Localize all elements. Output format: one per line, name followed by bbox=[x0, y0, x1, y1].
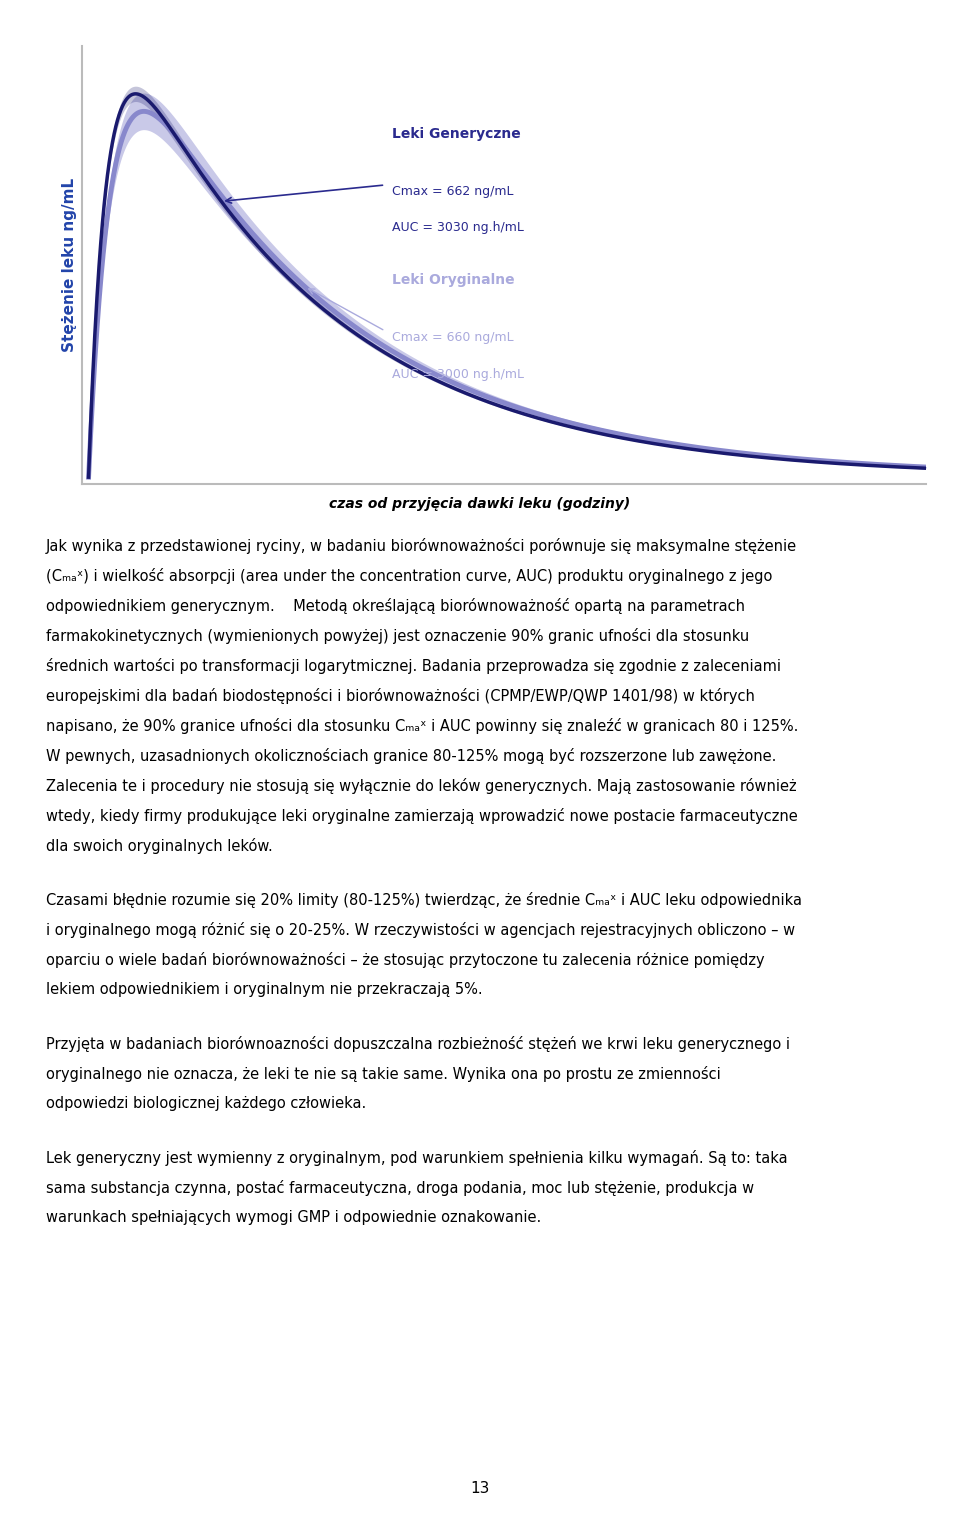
Text: Przyjęta w badaniach biorównoazności dopuszczalna rozbieżność stężeń we krwi lek: Przyjęta w badaniach biorównoazności dop… bbox=[46, 1037, 790, 1052]
Text: Leki Generyczne: Leki Generyczne bbox=[393, 128, 521, 141]
Text: dla swoich oryginalnych leków.: dla swoich oryginalnych leków. bbox=[46, 838, 273, 854]
Text: Cmax = 660 ng/mL: Cmax = 660 ng/mL bbox=[393, 331, 514, 345]
Text: farmakokinetycznych (wymienionych powyżej) jest oznaczenie 90% granic ufności dl: farmakokinetycznych (wymienionych powyże… bbox=[46, 628, 750, 644]
Text: oryginalnego nie oznacza, że leki te nie są takie same. Wynika ona po prostu ze : oryginalnego nie oznacza, że leki te nie… bbox=[46, 1066, 721, 1083]
Text: europejskimi dla badań biodostępności i biorównoważności (CPMP/EWP/QWP 1401/98) : europejskimi dla badań biodostępności i … bbox=[46, 687, 755, 704]
Text: napisano, że 90% granice ufności dla stosunku Cₘₐˣ i AUC powinny się znaleźć w g: napisano, że 90% granice ufności dla sto… bbox=[46, 718, 799, 734]
Text: odpowiednikiem generycznym.    Metodą określającą biorównoważność opartą na para: odpowiednikiem generycznym. Metodą okreś… bbox=[46, 598, 745, 614]
Text: Cmax = 662 ng/mL: Cmax = 662 ng/mL bbox=[393, 185, 514, 198]
Text: oparciu o wiele badań biorównoważności – że stosując przytoczone tu zalecenia ró: oparciu o wiele badań biorównoważności –… bbox=[46, 952, 765, 969]
Text: sama substancja czynna, postać farmaceutyczna, droga podania, moc lub stężenie, : sama substancja czynna, postać farmaceut… bbox=[46, 1180, 755, 1197]
Text: AUC = 3000 ng.h/mL: AUC = 3000 ng.h/mL bbox=[393, 368, 524, 380]
Text: lekiem odpowiednikiem i oryginalnym nie przekraczają 5%.: lekiem odpowiednikiem i oryginalnym nie … bbox=[46, 983, 483, 997]
Text: Lek generyczny jest wymienny z oryginalnym, pod warunkiem spełnienia kilku wymag: Lek generyczny jest wymienny z oryginaln… bbox=[46, 1150, 788, 1166]
Text: wtedy, kiedy firmy produkujące leki oryginalne zamierzają wprowadzić nowe postac: wtedy, kiedy firmy produkujące leki oryg… bbox=[46, 807, 798, 824]
Text: Czasami błędnie rozumie się 20% limity (80-125%) twierdząc, że średnie Cₘₐˣ i AU: Czasami błędnie rozumie się 20% limity (… bbox=[46, 892, 803, 909]
Text: warunkach spełniających wymogi GMP i odpowiednie oznakowanie.: warunkach spełniających wymogi GMP i odp… bbox=[46, 1210, 541, 1226]
Text: czas od przyjęcia dawki leku (godziny): czas od przyjęcia dawki leku (godziny) bbox=[329, 497, 631, 511]
Text: Jak wynika z przedstawionej ryciny, w badaniu biorównoważności porównuje się mak: Jak wynika z przedstawionej ryciny, w ba… bbox=[46, 538, 797, 554]
Text: 13: 13 bbox=[470, 1481, 490, 1496]
Text: i oryginalnego mogą różnić się o 20-25%. W rzeczywistości w agencjach rejestracy: i oryginalnego mogą różnić się o 20-25%.… bbox=[46, 923, 795, 938]
Text: Leki Oryginalne: Leki Oryginalne bbox=[393, 274, 515, 288]
Text: średnich wartości po transformacji logarytmicznej. Badania przeprowadza się zgod: średnich wartości po transformacji logar… bbox=[46, 658, 781, 674]
Text: W pewnych, uzasadnionych okolicznościach granice 80-125% mogą być rozszerzone lu: W pewnych, uzasadnionych okolicznościach… bbox=[46, 747, 777, 764]
Text: AUC = 3030 ng.h/mL: AUC = 3030 ng.h/mL bbox=[393, 221, 524, 234]
Text: Zalecenia te i procedury nie stosują się wyłącznie do leków generycznych. Mają z: Zalecenia te i procedury nie stosują się… bbox=[46, 778, 797, 794]
Text: odpowiedzi biologicznej każdego człowieka.: odpowiedzi biologicznej każdego człowiek… bbox=[46, 1097, 367, 1110]
Y-axis label: Stężenie leku ng/mL: Stężenie leku ng/mL bbox=[62, 178, 78, 352]
Text: (Cₘₐˣ) i wielkość absorpcji (area under the concentration curve, AUC) produktu o: (Cₘₐˣ) i wielkość absorpcji (area under … bbox=[46, 568, 773, 584]
